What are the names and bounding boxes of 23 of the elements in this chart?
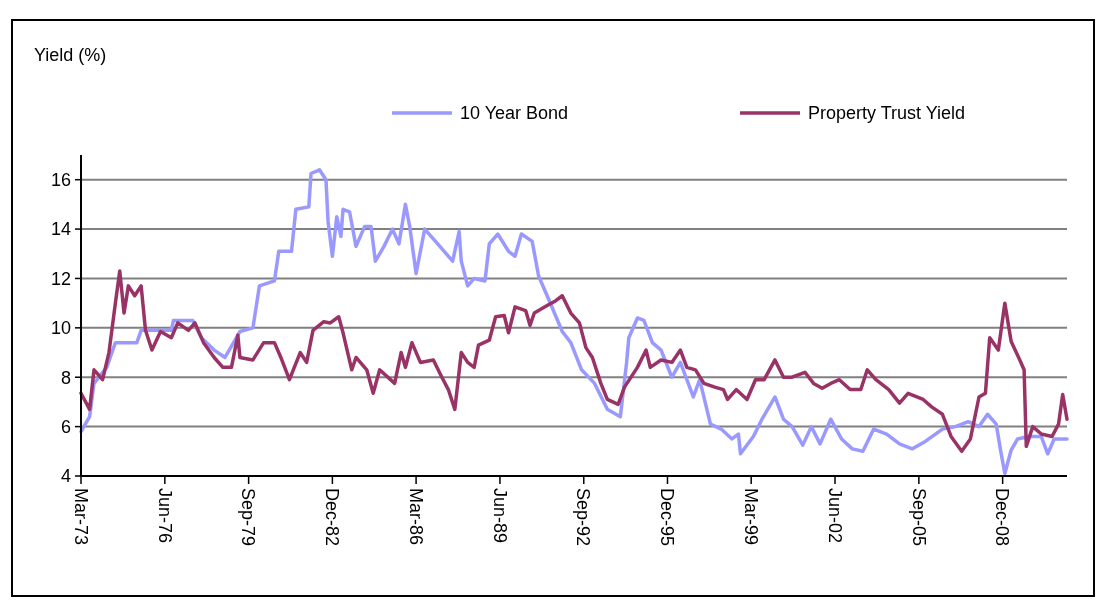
y-tick-label: 10 (50, 318, 71, 339)
x-tick-label: Dec-82 (322, 488, 343, 547)
x-tick-label: Dec-08 (992, 488, 1013, 547)
y-tick-label: 12 (50, 268, 71, 289)
x-tick-label: Mar-86 (405, 488, 426, 546)
y-tick-label: 14 (50, 219, 71, 240)
x-tick-label: Mar-73 (70, 488, 91, 546)
x-tick-label: Jun-76 (154, 488, 175, 544)
y-tick-label: 16 (50, 169, 71, 190)
line-series (79, 269, 1069, 454)
y-tick-label: 4 (60, 466, 71, 487)
y-axis-title: Yield (%) (34, 45, 107, 66)
x-tick-label: Jun-02 (824, 488, 845, 544)
x-tick-label: Dec-95 (657, 488, 678, 547)
x-tick-label: Jun-89 (489, 488, 510, 544)
x-tick-label: Sep-79 (238, 488, 259, 547)
legend-label: Property Trust Yield (808, 103, 966, 124)
x-tick-label: Mar-99 (740, 488, 761, 546)
legend-label: 10 Year Bond (460, 103, 569, 124)
x-tick-label: Sep-05 (908, 488, 929, 547)
x-tick-label: Sep-92 (573, 488, 594, 547)
y-tick-label: 8 (60, 367, 71, 388)
y-tick-label: 6 (60, 416, 71, 437)
